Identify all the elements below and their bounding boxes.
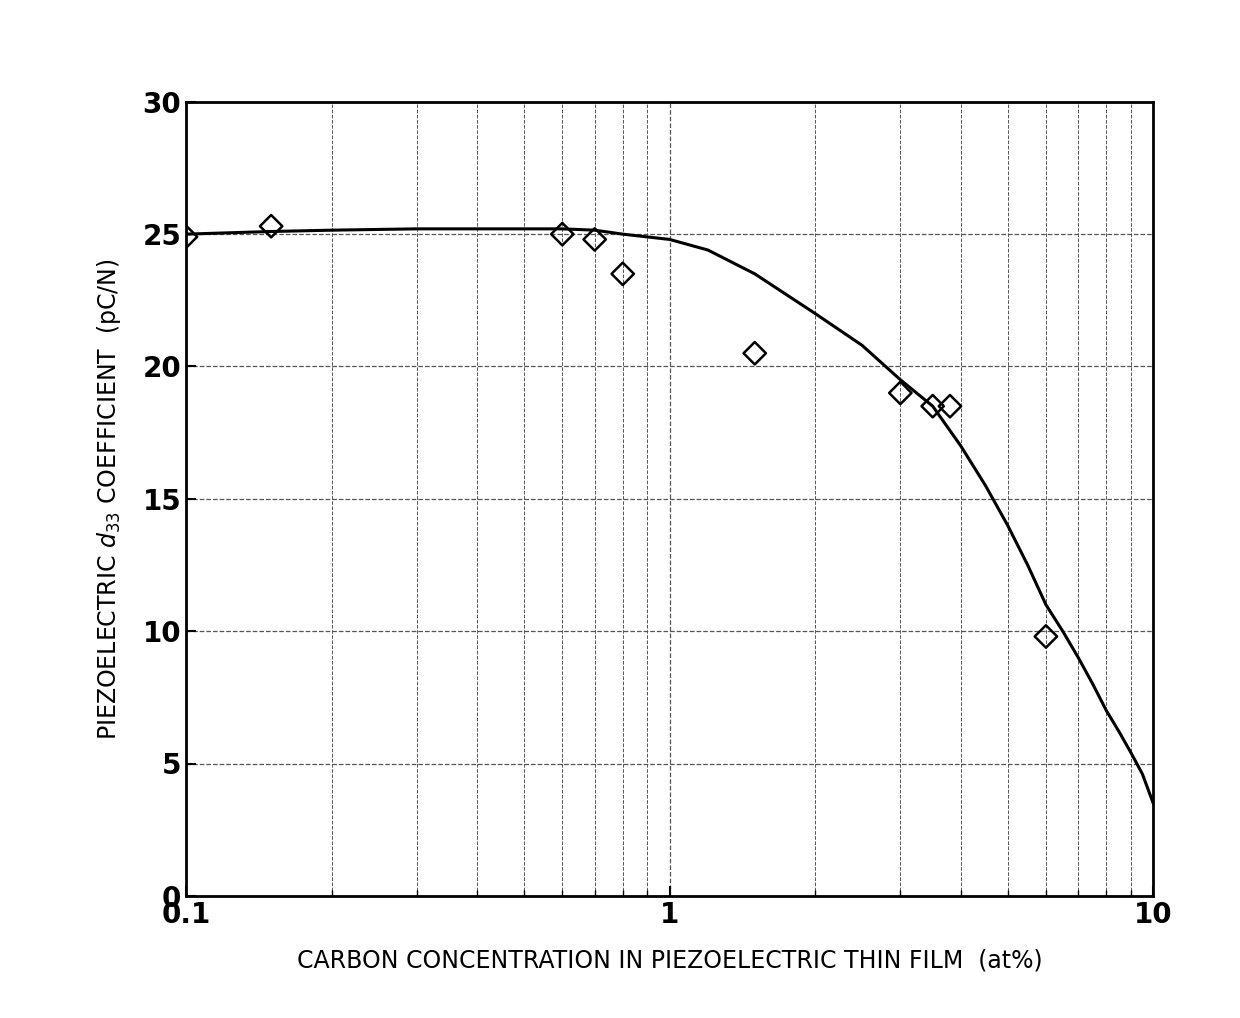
- Point: [613, 266, 632, 282]
- Point: [552, 226, 572, 242]
- Point: [176, 229, 196, 245]
- Point: [585, 231, 605, 247]
- Point: [940, 398, 960, 414]
- Point: [923, 398, 942, 414]
- Point: [262, 218, 281, 234]
- X-axis label: CARBON CONCENTRATION IN PIEZOELECTRIC THIN FILM  (at%): CARBON CONCENTRATION IN PIEZOELECTRIC TH…: [296, 948, 1043, 972]
- Point: [745, 345, 765, 361]
- Y-axis label: PIEZOELECTRIC $d_{33}$ COEFFICIENT  (pC/N): PIEZOELECTRIC $d_{33}$ COEFFICIENT (pC/N…: [94, 258, 123, 740]
- Point: [1035, 628, 1055, 644]
- Point: [890, 385, 910, 401]
